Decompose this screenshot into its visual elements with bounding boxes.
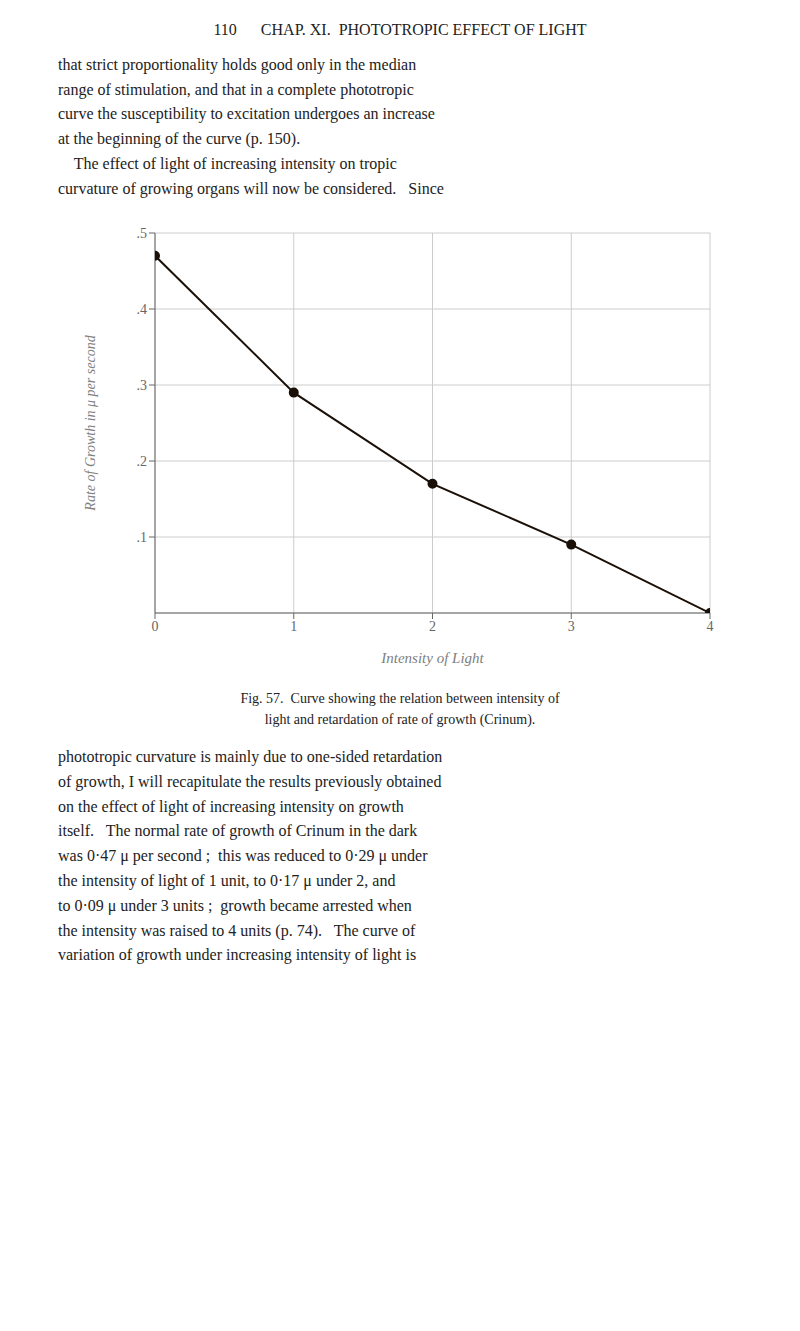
html-text:phototropic curvature is mainl: phototropic curvature is mainly due to o… <box>58 748 443 964</box>
svg-text:3: 3 <box>568 619 575 634</box>
svg-text:.2: .2 <box>137 454 148 469</box>
svg-text:.5: .5 <box>137 226 148 241</box>
svg-text:0: 0 <box>152 619 159 634</box>
html-text:Fig. 57. Curve showing the rel: Fig. 57. Curve showing the relation betw… <box>240 690 560 728</box>
svg-text:Intensity of Light: Intensity of Light <box>380 650 484 666</box>
svg-text:2: 2 <box>429 619 436 634</box>
svg-text:.1: .1 <box>137 530 148 545</box>
svg-text:Rate of Growth in μ per second: Rate of Growth in μ per second <box>83 334 98 511</box>
html-text:110 CHAP. XI. PHOTOTROPIC EFFE: 110 CHAP. XI. PHOTOTROPIC EFFECT OF LIGH… <box>213 21 587 38</box>
svg-text:4: 4 <box>707 619 714 634</box>
svg-text:1: 1 <box>290 619 297 634</box>
svg-text:.3: .3 <box>137 378 148 393</box>
html-text:that strict proportionality ho: that strict proportionality holds good o… <box>58 55 444 197</box>
svg-text:.4: .4 <box>137 302 148 317</box>
